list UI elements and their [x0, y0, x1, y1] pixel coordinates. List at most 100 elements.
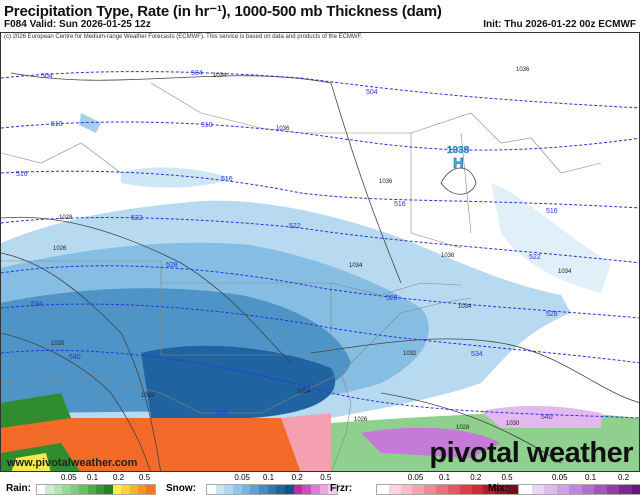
pressure-label: 1036 — [379, 179, 393, 185]
valid-time: F084 Valid: Sun 2026-01-25 12z — [4, 19, 151, 30]
legend-swatch — [146, 485, 154, 494]
legend-swatch — [138, 485, 146, 494]
legend-swatch — [569, 485, 582, 494]
legend-swatch — [285, 485, 294, 494]
legend-tick: 0.05 — [61, 473, 77, 482]
pivotal-weather-logo: pivotal weather — [429, 438, 633, 469]
legend-swatch — [460, 485, 472, 494]
pressure-label: 1028 — [456, 425, 470, 431]
legend-swatch — [619, 485, 632, 494]
thickness-label: 516 — [221, 176, 233, 183]
thickness-label: 534 — [31, 301, 43, 308]
pressure-label: 1034 — [349, 263, 363, 269]
legend-colorbar — [206, 484, 338, 495]
thickness-label: 540 — [216, 410, 228, 417]
legend-label: Frzr: — [330, 483, 352, 494]
legend-swatch — [377, 485, 389, 494]
pressure-label: 1036 — [516, 67, 530, 73]
pressure-label: 1018 — [141, 393, 155, 399]
legend-swatch — [216, 485, 225, 494]
thickness-label: 504 — [366, 89, 378, 96]
legend-tick: 0.1 — [585, 473, 596, 482]
legend-swatch — [607, 485, 620, 494]
legend-swatch — [311, 485, 320, 494]
website-link[interactable]: www.pivotalweather.com — [7, 457, 137, 469]
legend-swatch — [276, 485, 285, 494]
pressure-label: 1024 — [297, 389, 311, 395]
legend-swatch — [448, 485, 460, 494]
thickness-label: 516 — [546, 208, 558, 215]
legend-swatch — [79, 485, 87, 494]
pressure-label: 1030 — [506, 421, 520, 427]
legend-swatch — [302, 485, 311, 494]
legend-tick: 0.05 — [552, 473, 568, 482]
legend-swatch — [121, 485, 129, 494]
map-canvas: 504 504 510 510 516 516 516 522 522 528 … — [1, 33, 640, 472]
thickness-label: 504 — [191, 70, 203, 77]
legend-swatch — [96, 485, 104, 494]
legend-swatch — [268, 485, 277, 494]
init-time: Init: Thu 2026-01-22 00z ECMWF — [483, 19, 636, 30]
pressure-label: 1034 — [558, 269, 572, 275]
legend-colorbar — [518, 484, 640, 495]
legend-swatch — [37, 485, 45, 494]
pressure-label: 1026 — [354, 417, 368, 423]
legend-swatch — [401, 485, 413, 494]
thickness-label: 510 — [201, 122, 213, 129]
map-title: Precipitation Type, Rate (in hr⁻¹), 1000… — [4, 2, 442, 20]
legend-swatch — [389, 485, 401, 494]
legend-label: Mix: — [488, 483, 508, 494]
legend-swatch — [71, 485, 79, 494]
pressure-label: 1032 — [403, 351, 417, 357]
thickness-label: 504 — [41, 73, 53, 80]
legend-swatch — [532, 485, 545, 494]
pressure-label: 1034 — [213, 73, 227, 79]
legend-swatch — [62, 485, 70, 494]
legend-colorbar — [36, 484, 156, 495]
pressure-label: 1036 — [441, 253, 455, 259]
legend-swatch — [436, 485, 448, 494]
legend-swatch — [242, 485, 251, 494]
legend-swatch — [544, 485, 557, 494]
legend-swatch — [259, 485, 268, 494]
legend-tick: 0.5 — [501, 473, 512, 482]
legend-tick: 0.1 — [87, 473, 98, 482]
legend-tick: 0.2 — [618, 473, 629, 482]
legend-swatch — [113, 485, 121, 494]
thickness-label: 510 — [51, 121, 63, 128]
legend-tick: 0.2 — [292, 473, 303, 482]
thickness-label: 534 — [471, 351, 483, 358]
pressure-label: 1020 — [51, 341, 65, 347]
legend-label: Rain: — [6, 483, 31, 494]
legend-tick: 0.2 — [113, 473, 124, 482]
legend-swatch — [412, 485, 424, 494]
weather-map: 504 504 510 510 516 516 516 522 522 528 … — [0, 32, 640, 472]
legend-swatch — [207, 485, 216, 494]
legend-tick: 0.2 — [470, 473, 481, 482]
high-pressure-symbol: H — [453, 155, 464, 172]
legend-swatch — [45, 485, 53, 494]
legend-swatch — [582, 485, 595, 494]
legend-tick: 0.5 — [320, 473, 331, 482]
legend-swatch — [320, 485, 329, 494]
thickness-label: 528 — [166, 262, 178, 269]
legend-tick: 0.5 — [139, 473, 150, 482]
thickness-label: 540 — [69, 354, 81, 361]
legend-tick: 0.05 — [234, 473, 250, 482]
thickness-label: 516 — [16, 171, 28, 178]
pressure-label: 1036 — [276, 126, 290, 132]
legend-swatch — [294, 485, 303, 494]
legend-swatch — [233, 485, 242, 494]
legend-tick: 0.1 — [263, 473, 274, 482]
thickness-label: 522 — [529, 254, 541, 261]
legend-swatch — [424, 485, 436, 494]
legend-swatch — [557, 485, 570, 494]
thickness-label: 528 — [546, 311, 558, 318]
legend-label: Snow: — [166, 483, 196, 494]
legend-swatch — [88, 485, 96, 494]
thickness-label: 540 — [541, 414, 553, 421]
legend-tick: 0.05 — [408, 473, 424, 482]
legend-swatch — [594, 485, 607, 494]
legend-swatch — [632, 485, 640, 494]
